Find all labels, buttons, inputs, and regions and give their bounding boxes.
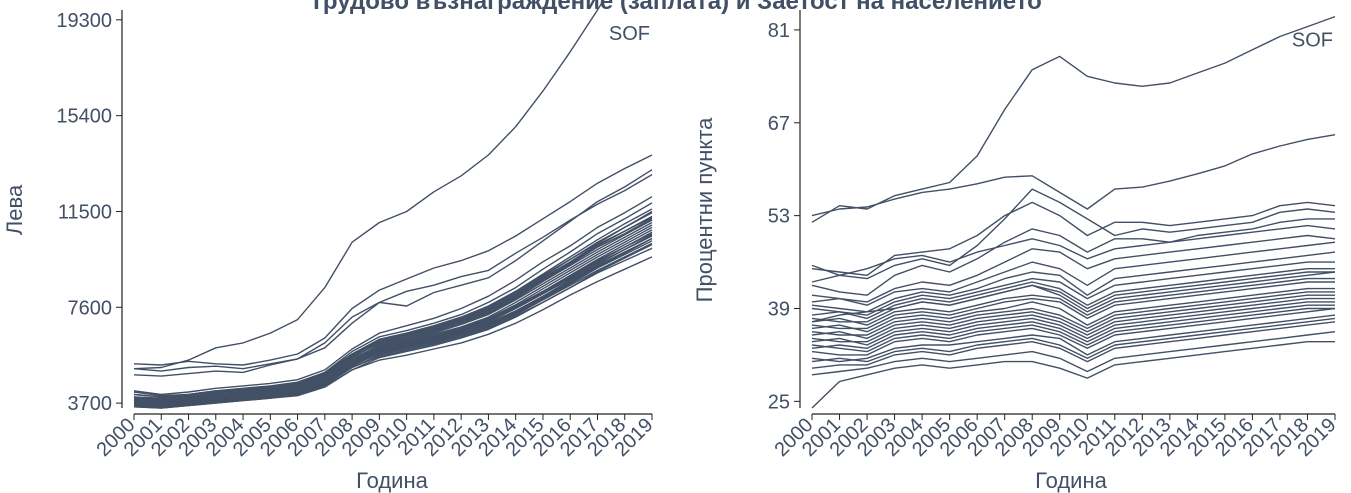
left-series-line <box>133 235 653 403</box>
left-series-line <box>133 173 653 372</box>
left-series-line <box>133 169 653 377</box>
left-series-line <box>133 247 653 405</box>
right-series-line <box>811 241 1336 306</box>
right-series-line <box>811 224 1336 276</box>
left-series-line <box>133 242 653 408</box>
left-y-tick-label: 7600 <box>68 297 113 319</box>
right-y-tick-label: 67 <box>768 113 790 135</box>
left-y-tick-label: 19300 <box>56 10 112 32</box>
left-y-tick-label: 15400 <box>56 106 112 128</box>
left-y-axis-title: Лева <box>2 184 27 235</box>
left-series-line <box>133 196 653 396</box>
left-x-axis-title: Година <box>356 468 428 493</box>
left-y-tick-label: 11500 <box>58 201 112 223</box>
left-series-line <box>133 154 653 366</box>
right-series-line <box>811 321 1336 369</box>
left-series-line <box>133 216 653 398</box>
right-series-line <box>811 277 1335 326</box>
left-series-sof <box>133 0 605 370</box>
left-series-line <box>133 202 653 398</box>
right-series-line <box>811 314 1336 363</box>
right-series-line <box>811 281 1335 330</box>
right-series-line <box>811 134 1336 217</box>
left-y-tick-label: 3700 <box>68 393 113 415</box>
right-series-line <box>811 307 1336 356</box>
right-series-line <box>811 234 1336 303</box>
left-series-line <box>133 210 653 397</box>
right-x-axis-title: Година <box>1035 468 1107 493</box>
right-y-tick-label: 53 <box>768 206 790 228</box>
left-series-line <box>133 243 653 409</box>
right-y-tick-label: 25 <box>768 391 790 413</box>
left-series-line <box>133 224 653 404</box>
left-series-line <box>133 218 653 401</box>
left-series-line <box>133 237 653 405</box>
right-series-line <box>811 271 1336 323</box>
right-series-line <box>811 251 1336 313</box>
right-series-line <box>811 317 1336 363</box>
right-y-tick-label: 81 <box>768 20 790 42</box>
right-series-line <box>811 188 1336 283</box>
right-series-line <box>811 218 1335 296</box>
right-series-line <box>811 268 1335 320</box>
left-series-line <box>133 219 653 402</box>
right-series-line <box>811 307 1335 353</box>
right-series-line <box>811 291 1335 336</box>
page-title: Трудово възнаграждение (заплата) и Заето… <box>309 0 1042 15</box>
right-y-tick-label: 39 <box>768 299 790 321</box>
left-series-line <box>133 232 653 402</box>
right-y-axis-title: Процентни пункта <box>692 117 717 302</box>
left-annotation-sof: SOF <box>609 23 650 45</box>
right-chart-panel: Процентни пункта Година 2539536781200020… <box>692 10 1341 493</box>
right-series-line <box>811 201 1336 276</box>
left-chart-panel: Лева Година 3700760011500154001930020002… <box>2 0 658 493</box>
right-series-line <box>811 287 1335 333</box>
right-series-line <box>811 304 1335 349</box>
right-series-line <box>811 297 1335 343</box>
left-series-line <box>133 240 653 404</box>
right-annotation-sof: SOF <box>1292 30 1333 52</box>
right-series-line <box>811 294 1335 340</box>
right-series-sof <box>811 15 1336 223</box>
left-series-line <box>133 212 653 402</box>
right-series-line <box>811 331 1336 376</box>
right-series-line <box>811 301 1335 346</box>
right-series-line <box>811 261 1335 316</box>
right-series-line <box>811 341 1335 409</box>
